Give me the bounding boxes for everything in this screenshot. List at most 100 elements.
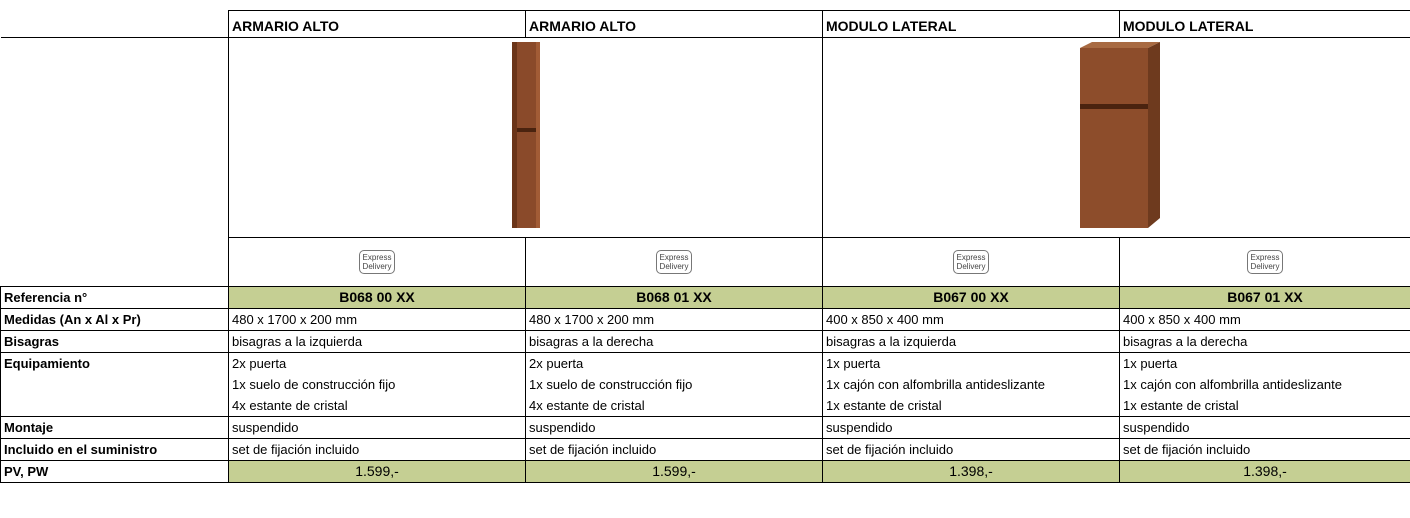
badge-text: Delivery: [362, 261, 392, 271]
cell: 400 x 850 x 400 mm: [822, 308, 1120, 331]
column-title: MODULO LATERAL: [1119, 10, 1410, 38]
cell-text: 1x puerta: [1123, 356, 1178, 371]
cell-text: bisagras a la derecha: [1123, 334, 1248, 349]
cell-text: 1.398,-: [1243, 463, 1287, 479]
row-label: Medidas (An x Al x Pr): [0, 308, 229, 331]
row: Referencia n° B068 00 XX B068 01 XX B067 00…: [0, 286, 1410, 309]
cell: suspendido: [822, 416, 1120, 439]
cell-text: 1.398,-: [949, 463, 993, 479]
column-title: MODULO LATERAL: [822, 10, 1120, 38]
cell-text: 400 x 850 x 400 mm: [826, 312, 944, 327]
cell: set de fijación incluido: [822, 438, 1120, 461]
cell-text: 1x suelo de construcción fijo: [232, 377, 396, 392]
row: PV, PW 1.599,- 1.599,- 1.398,- 1.398,-: [0, 460, 1410, 483]
cell: 1.398,-: [1119, 460, 1410, 483]
cell-text: 2x puerta: [232, 356, 287, 371]
express-badge: Express Delivery: [656, 249, 692, 274]
cell-text: 400 x 850 x 400 mm: [1123, 312, 1241, 327]
column-title: ARMARIO ALTO: [228, 10, 526, 38]
header-row: ARMARIO ALTO ARMARIO ALTO MODULO LATERAL MO…: [0, 10, 1410, 38]
badge-row: Express Delivery Express Delivery Express Del…: [0, 237, 1410, 287]
cell: 2x puerta 1x suelo de construcción fijo 4x…: [228, 352, 526, 417]
cell-text: 1x estante de cristal: [826, 398, 942, 413]
badge-cell: Express Delivery: [822, 237, 1120, 287]
express-badge: Express Delivery: [953, 249, 989, 274]
cell-text: 1.599,-: [355, 463, 399, 479]
cell-text: suspendido: [1123, 420, 1190, 435]
cell-text: 1x puerta: [826, 356, 881, 371]
cell-text: bisagras a la izquierda: [826, 334, 957, 349]
express-badge: Express Delivery: [1247, 249, 1283, 274]
cell: 1.599,-: [525, 460, 823, 483]
row-label: Incluido en el suministro: [0, 438, 229, 461]
cell: bisagras a la izquierda: [822, 330, 1120, 353]
tall-cabinet: [511, 41, 540, 228]
cell: set de fijación incluido: [228, 438, 526, 461]
row-label: Equipamiento: [0, 352, 229, 417]
product-table: ARMARIO ALTO ARMARIO ALTO MODULO LATERAL MO…: [0, 10, 1410, 483]
badge-text: Delivery: [956, 261, 986, 271]
cell-text: 2x puerta: [529, 356, 584, 371]
cell-text: suspendido: [826, 420, 893, 435]
cell-text: B068 00 XX: [339, 289, 415, 305]
cell-text: 1x cajón con alfombrilla antideslizante: [826, 377, 1045, 392]
image-cell: [228, 37, 823, 238]
row: Montaje suspendido suspendido suspendido sus…: [0, 416, 1410, 439]
express-badge: Express Delivery: [359, 249, 395, 274]
badge-text: Express: [659, 252, 689, 262]
badge-text: Delivery: [659, 261, 689, 271]
cell: 400 x 850 x 400 mm: [1119, 308, 1410, 331]
cell: suspendido: [228, 416, 526, 439]
cell-text: B067 00 XX: [933, 289, 1009, 305]
cell: set de fijación incluido: [1119, 438, 1410, 461]
cell-text: set de fijación incluido: [826, 442, 954, 457]
badge-text: Express: [362, 252, 392, 262]
cell: 2x puerta 1x suelo de construcción fijo 4x…: [525, 352, 823, 417]
corner: [0, 10, 229, 38]
row: Bisagras bisagras a la izquierda bisagras …: [0, 330, 1410, 353]
cell: suspendido: [525, 416, 823, 439]
cell-text: 1x estante de cristal: [1123, 398, 1239, 413]
badge-text: Express: [956, 252, 986, 262]
column-title: ARMARIO ALTO: [525, 10, 823, 38]
row-label: Bisagras: [0, 330, 229, 353]
cell: 1x puerta 1x cajón con alfombrilla antide…: [1119, 352, 1410, 417]
cell: 480 x 1700 x 200 mm: [525, 308, 823, 331]
cell-text: suspendido: [232, 420, 299, 435]
cell-text: 480 x 1700 x 200 mm: [232, 312, 358, 327]
cell: bisagras a la derecha: [525, 330, 823, 353]
row-label: Montaje: [0, 416, 229, 439]
badge-text: Express: [1250, 252, 1280, 262]
cell-text: 1x cajón con alfombrilla antideslizante: [1123, 377, 1342, 392]
badge-cell: Express Delivery: [228, 237, 526, 287]
cell: set de fijación incluido: [525, 438, 823, 461]
cell-text: 1x suelo de construcción fijo: [529, 377, 693, 392]
cell-text: bisagras a la derecha: [529, 334, 654, 349]
cell: suspendido: [1119, 416, 1410, 439]
badge-cell: Express Delivery: [1119, 237, 1410, 287]
side-cabinet: [1079, 41, 1160, 228]
image-cell: [822, 37, 1410, 238]
cell-text: 480 x 1700 x 200 mm: [529, 312, 655, 327]
cell-text: B067 01 XX: [1227, 289, 1303, 305]
row: Medidas (An x Al x Pr) 480 x 1700 x 200 m…: [0, 308, 1410, 331]
cell: bisagras a la derecha: [1119, 330, 1410, 353]
cell-text: 4x estante de cristal: [232, 398, 348, 413]
cell: 1x puerta 1x cajón con alfombrilla antide…: [822, 352, 1120, 417]
cell: B068 01 XX: [525, 286, 823, 309]
row: Equipamiento 2x puerta 1x suelo de constru…: [0, 352, 1410, 417]
cell: B067 00 XX: [822, 286, 1120, 309]
cell: B067 01 XX: [1119, 286, 1410, 309]
cell-text: set de fijación incluido: [529, 442, 657, 457]
cell: 1.398,-: [822, 460, 1120, 483]
image-row: [0, 37, 1410, 238]
cell-text: set de fijación incluido: [1123, 442, 1251, 457]
cell-text: B068 01 XX: [636, 289, 712, 305]
row-label: PV, PW: [0, 460, 229, 483]
badge-cell: Express Delivery: [525, 237, 823, 287]
cell-text: set de fijación incluido: [232, 442, 360, 457]
cell: 480 x 1700 x 200 mm: [228, 308, 526, 331]
cell-text: 1.599,-: [652, 463, 696, 479]
row-label: Referencia n°: [0, 286, 229, 309]
cell-text: 4x estante de cristal: [529, 398, 645, 413]
